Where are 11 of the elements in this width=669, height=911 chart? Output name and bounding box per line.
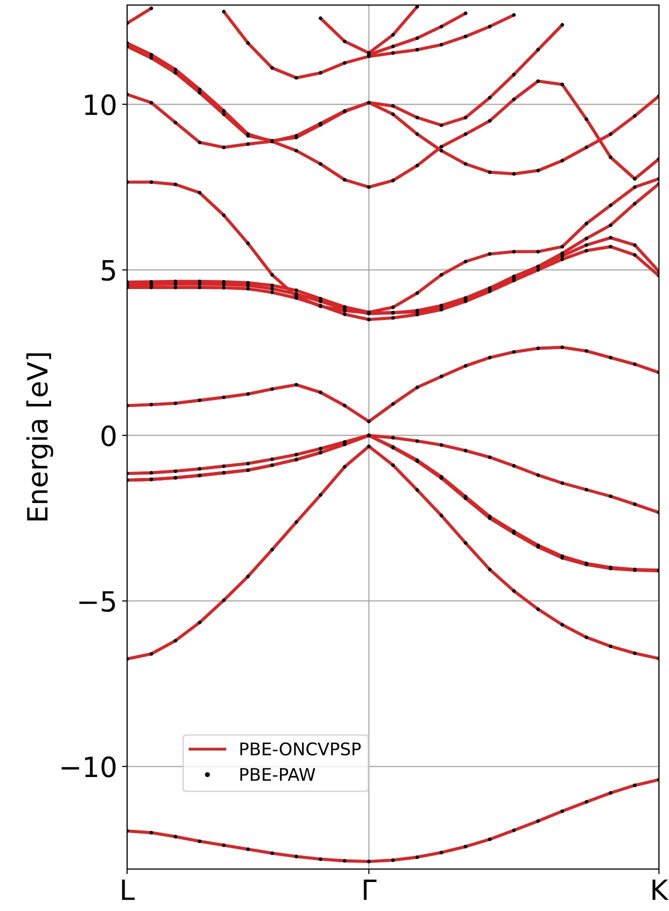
y-tick-label: 0 xyxy=(102,425,116,446)
x-tick-label: Γ xyxy=(364,880,376,900)
y-tick-label: 5 xyxy=(102,260,115,281)
y-axis-title: Energia [eV] xyxy=(26,353,54,520)
legend-label: PBE-ONCVPSP xyxy=(240,742,361,756)
x-tick-label: K xyxy=(652,880,669,900)
y-tick-label: −5 xyxy=(79,591,115,612)
y-tick-label: −10 xyxy=(62,756,116,778)
y-tick-label: 10 xyxy=(85,94,116,116)
x-tick-label: L xyxy=(122,880,135,900)
legend-label: PBE-PAW xyxy=(240,768,316,781)
